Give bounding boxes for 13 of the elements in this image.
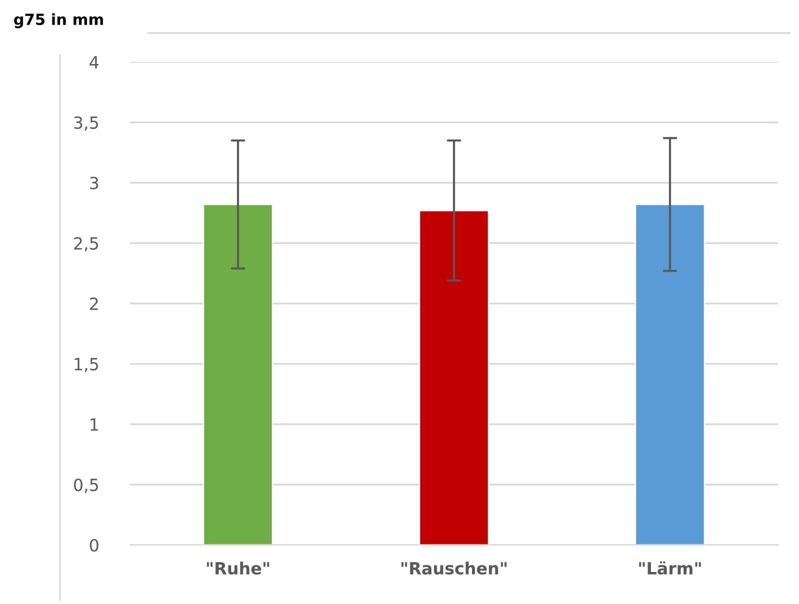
- y-tick-label: 1: [90, 418, 98, 431]
- y-tick-label: 2,5: [74, 237, 98, 252]
- y-tick-label: 4: [90, 56, 99, 68]
- y-axis-title: g75 in mm: [14, 13, 103, 28]
- y-tick-label: 3,5: [74, 116, 98, 131]
- x-tick-label: "Ruhe": [206, 562, 270, 575]
- y-tick-label: 3: [90, 176, 98, 190]
- y-tick-label: 0: [90, 538, 98, 552]
- y-tick-label: 1,5: [74, 358, 98, 372]
- y-tick-label: 2: [90, 297, 98, 310]
- x-tick-label: "Rauschen": [402, 562, 506, 575]
- x-tick-label: "Lärm": [639, 561, 701, 575]
- y-tick-label: 0,5: [74, 478, 98, 493]
